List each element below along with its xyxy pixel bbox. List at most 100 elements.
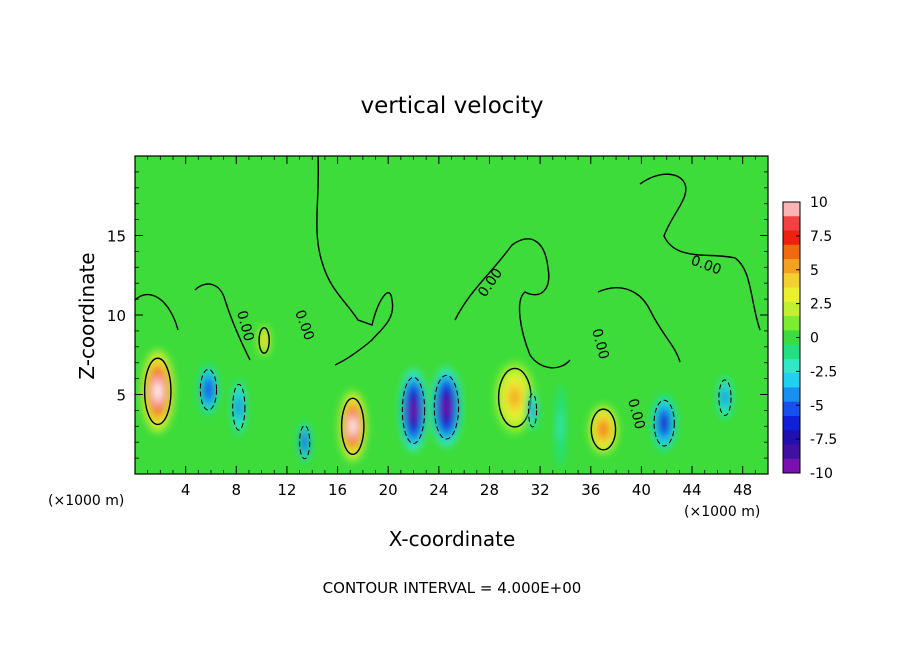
velocity-cell-contour xyxy=(143,357,172,426)
velocity-cell xyxy=(141,349,175,433)
y-tick-label: 5 xyxy=(116,387,126,405)
velocity-cell-ring xyxy=(349,419,356,434)
velocity-cell xyxy=(257,324,271,357)
zero-contour-line xyxy=(454,238,571,369)
velocity-cell-contour xyxy=(199,368,218,411)
colorbar-swatch xyxy=(783,259,800,274)
x-tick-label: 16 xyxy=(328,481,347,499)
velocity-cell-contour xyxy=(401,376,426,444)
velocity-cell xyxy=(338,391,367,462)
velocity-cell xyxy=(231,378,247,436)
x-tick-label: 48 xyxy=(733,481,752,499)
velocity-cell xyxy=(198,364,219,416)
colorbar-swatch xyxy=(783,244,800,260)
colorbar-swatch xyxy=(783,316,800,331)
velocity-cell-ring xyxy=(531,406,534,415)
velocity-cell xyxy=(555,384,566,468)
velocity-cell-ring xyxy=(661,417,667,429)
velocity-cell-contour xyxy=(527,393,538,428)
velocity-cell-ring xyxy=(510,390,519,405)
x-unit-left: (×1000 m) xyxy=(48,493,124,509)
velocity-cell-ring xyxy=(154,383,162,400)
colorbar-swatch xyxy=(783,458,800,474)
x-tick-label: 28 xyxy=(480,481,499,499)
y-tick-label: 15 xyxy=(107,228,126,246)
colorbar-swatch xyxy=(783,387,800,403)
velocity-cell-contour xyxy=(340,397,365,455)
x-tick-label: 32 xyxy=(531,481,550,499)
velocity-cell-ring xyxy=(443,399,450,416)
velocity-cell-contour xyxy=(433,374,460,440)
colorbar-tick-label: -10 xyxy=(810,466,833,482)
zero-contour-line xyxy=(135,293,179,331)
colorbar-swatch xyxy=(783,430,800,445)
velocity-cell-contour xyxy=(299,425,311,460)
velocity-cell xyxy=(717,375,733,420)
colorbar-tick-label: 5 xyxy=(810,263,819,279)
colorbar-swatch xyxy=(783,415,800,431)
x-tick-label: 36 xyxy=(581,481,600,499)
zero-contour-line xyxy=(597,287,681,363)
velocity-cell xyxy=(527,389,538,432)
velocity-cell-ring xyxy=(262,337,266,344)
velocity-cell-contour xyxy=(718,379,732,416)
x-axis-ticks: 4 8 12 16 20 24 28 32 36 40 44 48 xyxy=(134,156,769,499)
x-tick-label: 24 xyxy=(429,481,448,499)
x-tick-label: 44 xyxy=(682,481,701,499)
y-tick-label: 10 xyxy=(107,307,126,325)
zero-contour-line xyxy=(194,283,251,361)
colorbar-swatch xyxy=(783,273,800,289)
velocity-cell xyxy=(494,361,536,435)
colorbar-tick-label: -5 xyxy=(810,398,824,414)
velocity-cell-ring xyxy=(723,393,727,403)
colorbar-swatch xyxy=(783,344,800,360)
colorbar-tick-label: 7.5 xyxy=(810,229,832,245)
colorbar xyxy=(783,202,800,474)
x-tick-label: 8 xyxy=(232,481,242,499)
colorbar-swatch xyxy=(783,358,800,374)
x-axis-label: X-coordinate xyxy=(389,527,516,551)
velocity-cell xyxy=(588,404,619,455)
colorbar-swatch xyxy=(783,373,800,388)
y-axis-label: Z-coordinate xyxy=(75,252,99,379)
velocity-cell-ring xyxy=(206,384,211,395)
colorbar-tick-label: -7.5 xyxy=(810,432,837,448)
x-tick-label: 12 xyxy=(277,481,296,499)
velocity-cell-ring xyxy=(303,438,306,447)
zero-contours xyxy=(135,156,761,369)
velocity-cell-contour xyxy=(590,408,617,451)
velocity-cell-ring xyxy=(237,401,241,413)
colorbar-tick-label: 0 xyxy=(810,331,819,347)
colorbar-swatch xyxy=(783,216,800,232)
x-tick-label: 40 xyxy=(632,481,651,499)
contour-label: 0.00 xyxy=(233,309,257,343)
velocity-cell-ring xyxy=(559,418,562,435)
colorbar-swatch xyxy=(783,287,800,303)
colorbar-swatch xyxy=(783,230,800,246)
velocity-cell-contour xyxy=(232,383,246,431)
contour-interval-footer: CONTOUR INTERVAL = 4.000E+00 xyxy=(323,579,582,597)
contour-label: 0.00 xyxy=(588,327,612,361)
chart-title: vertical velocity xyxy=(361,93,544,119)
colorbar-ticks: 10 7.5 5 2.5 0 -2.5 -5 -7.5 -10 xyxy=(796,195,837,482)
velocity-cell-contour xyxy=(653,399,675,447)
velocity-field xyxy=(135,156,768,474)
zero-contour-line xyxy=(316,156,394,366)
velocity-cell xyxy=(651,394,677,452)
colorbar-swatch xyxy=(783,330,800,346)
velocity-cell xyxy=(399,369,428,452)
colorbar-swatch xyxy=(783,202,800,217)
colorbar-tick-label: 10 xyxy=(810,195,828,211)
colorbar-tick-label: 2.5 xyxy=(810,297,832,313)
colorbar-swatch xyxy=(783,444,800,460)
velocity-cell xyxy=(298,421,311,463)
colorbar-tick-label: -2.5 xyxy=(810,364,837,380)
zero-contour-line xyxy=(639,173,761,331)
x-tick-label: 20 xyxy=(379,481,398,499)
field-cells xyxy=(141,324,733,468)
velocity-cell-ring xyxy=(600,424,607,435)
colorbar-swatch xyxy=(783,401,800,417)
colorbar-swatch xyxy=(783,301,800,317)
y-axis-ticks: 5 10 15 xyxy=(107,171,768,475)
